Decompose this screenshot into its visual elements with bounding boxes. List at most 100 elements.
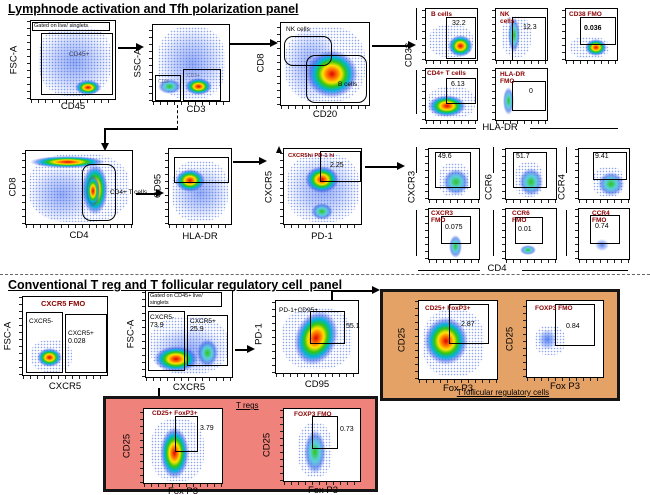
arrow-right-icon bbox=[136, 43, 144, 51]
arrow-right-icon bbox=[397, 162, 405, 170]
gate-title: CD38 FMO bbox=[569, 11, 602, 18]
gate-value: 0.74 bbox=[595, 223, 609, 230]
gate-label: CD45+ bbox=[69, 51, 90, 58]
axis-x-label: CD95 bbox=[304, 379, 330, 390]
gate-title: CD25+ FoxP3+ bbox=[152, 410, 198, 417]
density-blob bbox=[197, 339, 219, 368]
tfr-caption: T follicular regulatory cells bbox=[456, 388, 550, 397]
plot-fsca-cxcr5: Gated on CD45+ live/ singlets CXCR5- 73.… bbox=[142, 290, 233, 381]
gate-value: 12.3 bbox=[523, 24, 537, 31]
density-blob bbox=[157, 79, 181, 95]
connector-line bbox=[331, 290, 375, 292]
arrow-right-icon bbox=[372, 286, 380, 294]
axis-y-label: CD25 bbox=[261, 432, 273, 458]
density-blob bbox=[304, 429, 327, 474]
gate-rect bbox=[513, 152, 547, 188]
density-blob bbox=[304, 166, 339, 194]
plot-cd38-hladr-cd4tcells: CD4+ T cells 6.13 bbox=[422, 68, 478, 124]
plot-area bbox=[285, 410, 359, 480]
gate-cxcr5-negative bbox=[26, 312, 63, 373]
arrow-line bbox=[365, 166, 399, 168]
gate-rect bbox=[590, 215, 620, 244]
gate-value: 32.2 bbox=[452, 20, 466, 27]
gate-value: 0.84 bbox=[566, 323, 580, 330]
gate-cd25-foxp3 bbox=[449, 304, 489, 344]
plot-cd38-fmo: CD38 FMO 0.036 bbox=[562, 8, 618, 64]
arrow-line bbox=[235, 349, 249, 351]
density-blob bbox=[449, 234, 463, 258]
axis-x-label: CD45 bbox=[60, 101, 86, 112]
plot-cd38-hladr-bcells: B cells 32.2 bbox=[422, 8, 478, 64]
gate-value: 0.73 bbox=[340, 426, 354, 433]
plot-area bbox=[430, 210, 478, 258]
connector-line bbox=[104, 128, 106, 144]
density-blob bbox=[174, 168, 205, 192]
gate-cd3-negative bbox=[155, 75, 181, 101]
density-blob bbox=[519, 168, 544, 197]
gate-value: 3.79 bbox=[200, 425, 214, 432]
gate-label: B cells bbox=[338, 81, 358, 88]
plot-ccr4-fmo: CCR4 FMO 0.74 bbox=[575, 208, 630, 263]
axis-line bbox=[522, 270, 628, 272]
plot-area bbox=[580, 210, 628, 258]
density-blob bbox=[595, 238, 610, 251]
plot-area bbox=[580, 150, 628, 198]
density-blob bbox=[520, 244, 537, 255]
density-blob bbox=[153, 345, 198, 372]
gate-value: 2.25 bbox=[330, 162, 344, 169]
gate-label: CD3+ bbox=[187, 73, 200, 79]
tfr-panel-box: CD25+ FoxP3+ 2.87 CD25 Fox P3 FOXP3 FMO … bbox=[380, 289, 620, 401]
plot-area bbox=[170, 150, 230, 223]
axis-x-label: CD3 bbox=[186, 104, 206, 115]
density-blob bbox=[598, 172, 625, 197]
axis-line bbox=[420, 128, 476, 130]
axis-y-label: CCR6 bbox=[483, 174, 495, 200]
axis-y-label: FSC-A bbox=[2, 321, 14, 351]
plot-area bbox=[430, 150, 478, 198]
connector-dashed-line bbox=[177, 105, 178, 129]
axis-line bbox=[530, 128, 618, 130]
plot-pd1-cd95: PD-1+CD95+ 55.1 bbox=[272, 300, 360, 377]
axis-x-label: Fox P3 bbox=[442, 383, 474, 394]
plot-foxp3-fmo-treg: FOXP3 FMO 0.73 bbox=[280, 408, 361, 485]
plot-area bbox=[277, 302, 357, 372]
axis-y-label: FSC-A bbox=[8, 45, 20, 75]
gate-title: B cells bbox=[431, 11, 452, 18]
plot-cxcr5-pd1: CXCR5hi PD-1 hi 2.25 bbox=[280, 148, 362, 228]
density-blob bbox=[443, 169, 470, 196]
gate-foxp3-fmo bbox=[312, 416, 338, 449]
gate-rect bbox=[446, 78, 476, 104]
gate-title: CCR6 FMO bbox=[512, 210, 530, 225]
arrow-line bbox=[372, 45, 410, 47]
plot-area bbox=[285, 150, 360, 223]
gate-value: 9.41 bbox=[595, 153, 609, 160]
axis-x-label: HLA-DR bbox=[482, 122, 518, 133]
treg-panel-box: T regs CD25+ FoxP3+ 3.79 CD25 Fox P3 FOX… bbox=[103, 396, 378, 495]
plot-ccr6-cd4: 51.7 bbox=[502, 148, 557, 203]
density-blob bbox=[86, 175, 101, 208]
plot-title: CXCR5 FMO bbox=[41, 299, 86, 308]
plot-ssca-cd3: CD3- CD3+ bbox=[149, 24, 230, 105]
axis-y-label: CXCR3 bbox=[406, 170, 418, 204]
axis-y-label: CD25 bbox=[504, 326, 516, 352]
plot-area bbox=[24, 298, 106, 374]
plot-foxp3-fmo-tfr: FOXP3 FMO 0.84 bbox=[523, 300, 604, 381]
gate-rect bbox=[441, 216, 471, 244]
arrow-right-icon bbox=[247, 345, 255, 353]
plot-cd95-hladr bbox=[165, 148, 232, 228]
gate-title: FOXP3 FMO bbox=[535, 305, 573, 312]
axis-line bbox=[416, 210, 418, 256]
plot-area bbox=[147, 292, 231, 376]
gate-cd4-tcells bbox=[82, 164, 116, 221]
gate-rect bbox=[435, 152, 471, 188]
plot-cd25-foxp3-tfr: CD25+ FoxP3+ 2.87 bbox=[415, 300, 498, 383]
gate-value: 0.036 bbox=[584, 25, 602, 32]
gate-rect bbox=[515, 217, 543, 244]
axis-x-label: CD4 bbox=[69, 230, 89, 241]
gate-cd3-positive bbox=[183, 69, 221, 101]
gate-title: HLA-DR FMO bbox=[500, 71, 525, 86]
axis-x-label: Fox P3 bbox=[549, 381, 581, 392]
plot-area bbox=[528, 302, 602, 376]
axis-x-label: CD4 bbox=[487, 263, 507, 274]
